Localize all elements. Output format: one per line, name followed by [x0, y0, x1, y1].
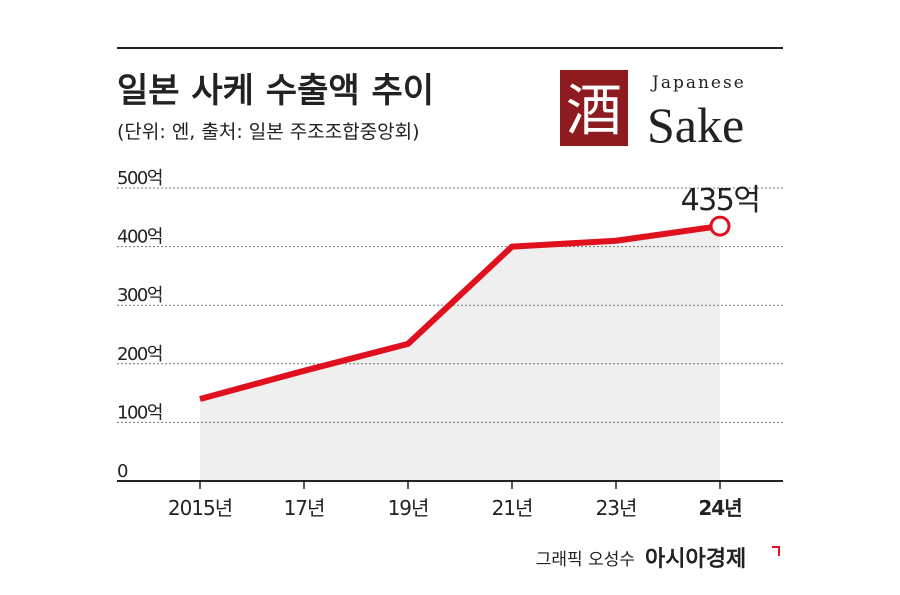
chart-subtitle: (단위: 엔, 출처: 일본 주조조합중앙회) — [117, 121, 420, 143]
y-tick-label: 500억 — [117, 168, 162, 189]
x-tick-label: 23년 — [596, 496, 637, 520]
end-marker — [709, 215, 731, 237]
credit-brand: 아시아경제 — [645, 547, 746, 572]
y-tick-label: 200억 — [117, 344, 162, 365]
logo-box — [560, 70, 628, 146]
brand-mark — [772, 546, 780, 556]
chart-title: 일본 사케 수출액 추이 — [117, 71, 434, 111]
y-tick-label: 100억 — [117, 402, 162, 423]
y-tick-label: 300억 — [117, 285, 162, 306]
y-tick-label: 400억 — [117, 227, 162, 248]
logo-kanji: 酒 — [566, 79, 622, 144]
y-tick-label: 0 — [117, 461, 128, 482]
line — [199, 223, 721, 402]
area — [200, 226, 720, 481]
value-label: 435억 — [681, 183, 760, 218]
x-tick-label: 24년 — [698, 496, 741, 520]
x-tick-label: 17년 — [284, 496, 325, 520]
logo-small: Japanese — [650, 73, 746, 93]
credit-graphic: 그래픽 오성수 — [536, 550, 635, 570]
x-tick-label: 2015년 — [168, 496, 232, 520]
x-tick-label: 21년 — [492, 496, 533, 520]
x-tick-label: 19년 — [388, 496, 429, 520]
logo-large: Sake — [647, 97, 744, 153]
